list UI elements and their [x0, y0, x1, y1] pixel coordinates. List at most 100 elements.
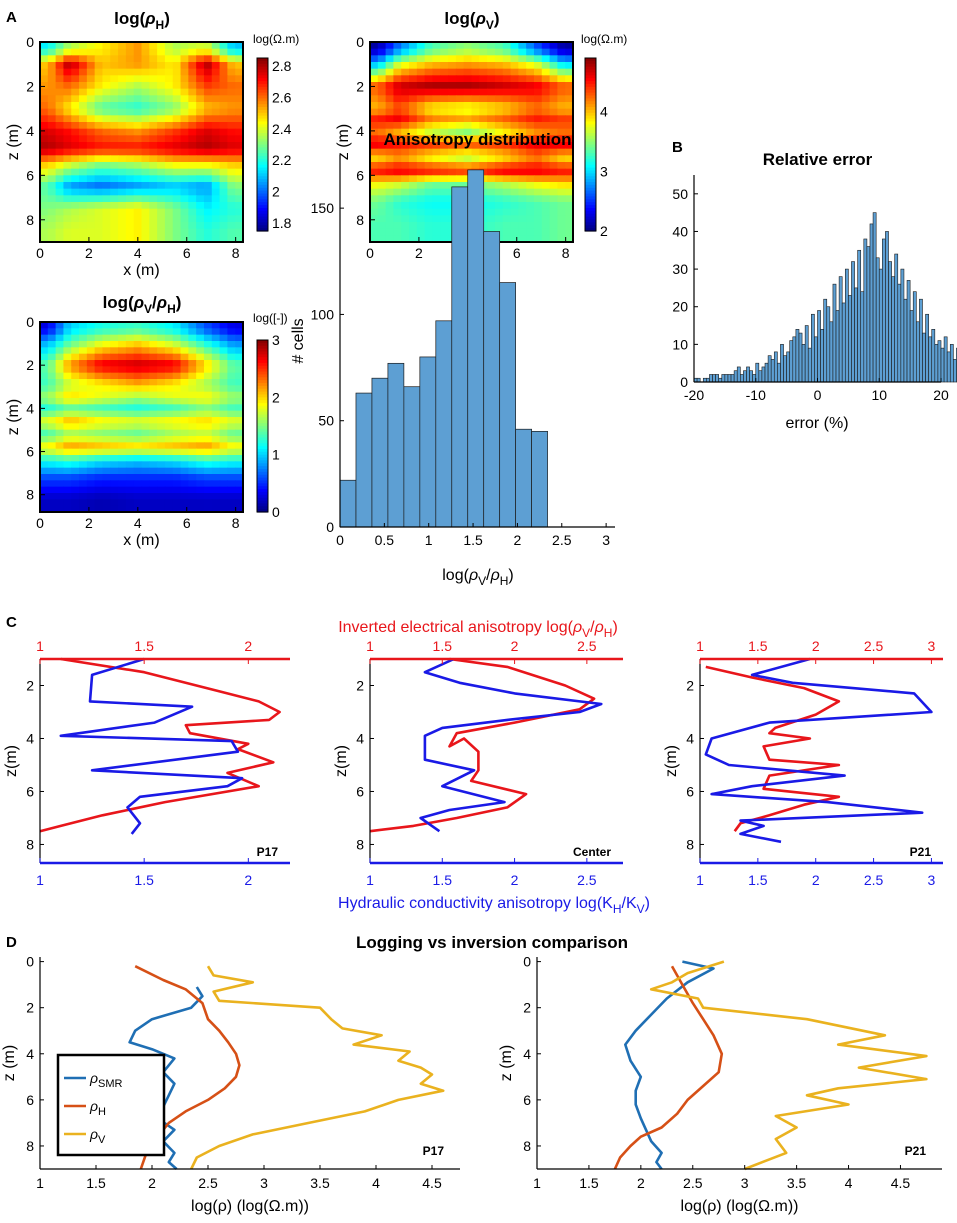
- profile-line-electrical: [705, 665, 841, 832]
- heatmap-cell: [416, 108, 426, 116]
- heatmap-cell: [55, 467, 65, 475]
- heatmap-cell: [110, 328, 119, 336]
- heatmap-cell: [63, 88, 72, 96]
- heatmap-cell: [172, 175, 182, 183]
- heatmap-cell: [227, 115, 236, 123]
- heatmap-cell: [211, 48, 221, 56]
- heatmap-cell: [157, 102, 166, 110]
- histogram-bar: [848, 295, 852, 383]
- heatmap-cell: [479, 108, 488, 116]
- heatmap-cell: [180, 142, 189, 150]
- colorbar-segment: [257, 190, 268, 195]
- heatmap-cell: [63, 222, 72, 230]
- heatmap-cell: [385, 148, 395, 156]
- heatmap-cell: [55, 62, 65, 70]
- heatmap-cell: [518, 55, 527, 63]
- heatmap-cell: [518, 75, 527, 83]
- heatmap-cell: [219, 353, 228, 361]
- x-tick-label: 6: [513, 245, 521, 261]
- heatmap-cell: [63, 429, 72, 437]
- heatmap-cell: [377, 188, 387, 196]
- heatmap-cell: [463, 88, 473, 96]
- heatmap-cell: [203, 42, 213, 50]
- heatmap-cell: [164, 334, 174, 342]
- histogram-title: Relative error: [763, 150, 873, 169]
- heatmap-cell: [533, 142, 543, 150]
- heatmap-cell: [149, 505, 158, 513]
- heatmap-cell: [86, 322, 96, 329]
- heatmap-cell: [502, 115, 512, 123]
- heatmap-cell: [440, 222, 449, 230]
- heatmap-cell: [141, 162, 150, 170]
- heatmap-cell: [424, 55, 434, 63]
- heatmap-cell: [125, 474, 135, 481]
- heatmap-cell: [40, 48, 49, 56]
- top-tick-label: 1.5: [134, 638, 154, 654]
- heatmap-cell: [47, 436, 57, 443]
- heatmap-cell: [118, 366, 127, 374]
- y-tick-label: 6: [686, 783, 694, 799]
- heatmap-cell: [565, 215, 574, 223]
- colorbar-segment: [585, 115, 596, 120]
- heatmap-cell: [196, 115, 205, 123]
- heatmap-cell: [227, 142, 236, 150]
- heatmap-cell: [125, 142, 135, 150]
- heatmap-cell: [432, 128, 441, 136]
- heatmap-cell: [188, 55, 197, 63]
- heatmap-cell: [203, 115, 213, 123]
- heatmap-cell: [565, 202, 574, 210]
- heatmap-cell: [86, 493, 96, 500]
- heatmap-cell: [180, 474, 189, 481]
- heatmap-cell: [188, 102, 197, 110]
- heatmap-cell: [424, 155, 434, 163]
- heatmap-cell: [424, 142, 434, 150]
- heatmap-cell: [172, 168, 182, 176]
- heatmap-cell: [79, 162, 88, 170]
- heatmap-cell: [141, 188, 150, 196]
- heatmap-cell: [180, 467, 189, 475]
- heatmap-cell: [63, 505, 72, 513]
- heatmap-cell: [102, 222, 111, 230]
- heatmap-cell: [196, 202, 205, 210]
- heatmap-cell: [502, 102, 512, 110]
- heatmap-cell: [125, 417, 135, 424]
- heatmap-cell: [118, 410, 127, 418]
- heatmap-cell: [118, 429, 127, 437]
- heatmap-cell: [157, 480, 166, 488]
- heatmap-cell: [47, 82, 57, 90]
- heatmap-cell: [227, 448, 236, 456]
- heatmap-cell: [377, 228, 387, 236]
- heatmap-cell: [235, 128, 244, 136]
- heatmap-cell: [94, 493, 104, 500]
- heatmap-cell: [86, 455, 96, 462]
- heatmap-cell: [102, 398, 111, 405]
- heatmap-cell: [455, 122, 465, 130]
- heatmap-cell: [235, 493, 244, 500]
- heatmap-cell: [219, 493, 228, 500]
- histogram-bar: [727, 374, 732, 383]
- heatmap-cell: [533, 182, 543, 190]
- heatmap-cell: [440, 175, 449, 183]
- heatmap-cell: [549, 62, 558, 70]
- heatmap-cell: [47, 429, 57, 437]
- heatmap-cell: [157, 417, 166, 424]
- heatmap-cell: [424, 42, 434, 50]
- colorbar-segment: [257, 506, 268, 510]
- colorbar-segment: [585, 216, 596, 221]
- heatmap-cell: [110, 493, 119, 500]
- heatmap-cell: [94, 182, 104, 190]
- heatmap-cell: [510, 128, 519, 136]
- colorbar-segment: [257, 193, 268, 197]
- heatmap-cell: [432, 235, 441, 243]
- heatmap-cell: [211, 372, 221, 380]
- heatmap-cell: [125, 102, 135, 110]
- heatmap-cell: [164, 493, 174, 500]
- heatmap-cell: [125, 499, 135, 507]
- heatmap-cell: [172, 155, 182, 163]
- heatmap-cell: [188, 505, 197, 513]
- heatmap-cell: [172, 379, 182, 386]
- heatmap-cell: [47, 228, 57, 236]
- heatmap-cell: [71, 448, 80, 456]
- heatmap-cell: [487, 162, 496, 170]
- colorbar-segment: [257, 158, 268, 163]
